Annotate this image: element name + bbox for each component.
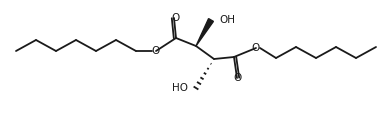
Text: O: O [172, 13, 180, 23]
Text: O: O [234, 73, 242, 83]
Text: HO: HO [172, 83, 188, 93]
Text: O: O [152, 46, 160, 56]
Text: O: O [252, 43, 260, 53]
Text: OH: OH [219, 15, 235, 25]
Polygon shape [196, 19, 213, 46]
